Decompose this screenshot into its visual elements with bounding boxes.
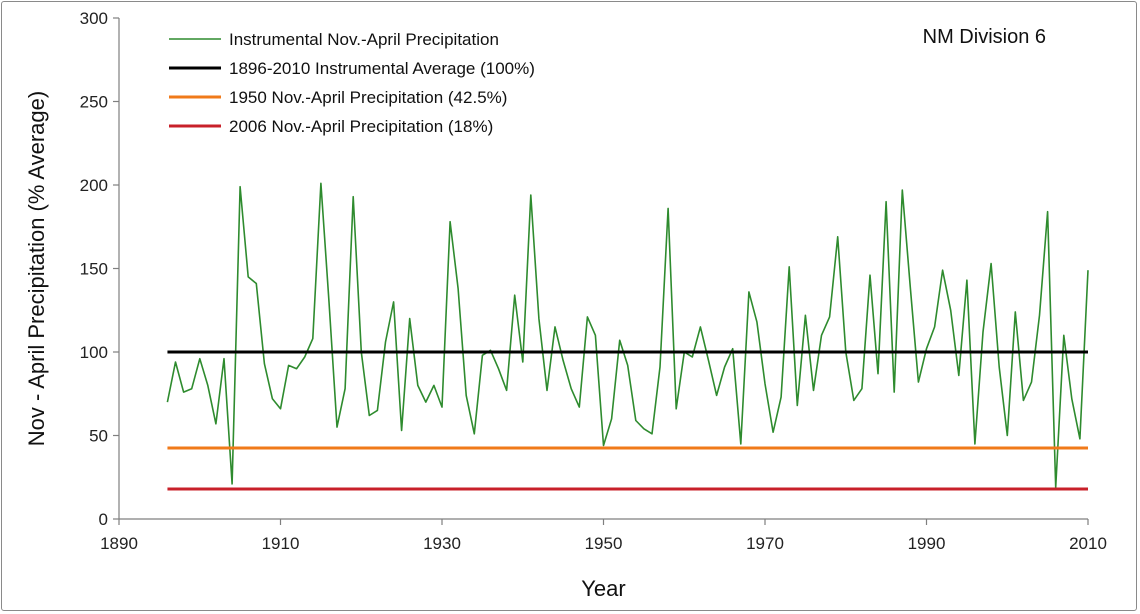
y-tick-label: 150 (80, 260, 108, 279)
x-tick-label: 1990 (908, 534, 946, 553)
ticks-layer: 0 50 100 150 200 250 300 1890 1910 1930 1950 1970 19… (80, 9, 1107, 553)
series-line-0 (166, 182, 1089, 489)
y-axis-title: Nov - April Precipitation (% Average) (24, 91, 49, 446)
legend-entry: Instrumental Nov.-April Precipitation (229, 30, 499, 49)
y-tick-label: 50 (89, 427, 108, 446)
legend-entry: 1896-2010 Instrumental Average (100%) (229, 59, 535, 78)
chart-annotation: NM Division 6 (923, 26, 1046, 48)
y-tick-label: 200 (80, 176, 108, 195)
legend-entry: 2006 Nov.-April Precipitation (18%) (229, 117, 493, 136)
x-tick-label: 1930 (423, 534, 461, 553)
x-tick-label: 1890 (100, 534, 138, 553)
y-tick-label: 250 (80, 93, 108, 112)
x-axis-title: Year (581, 576, 625, 601)
y-tick-label: 100 (80, 343, 108, 362)
legend-entry: 1950 Nov.-April Precipitation (42.5%) (229, 88, 507, 107)
series-layer (166, 182, 1089, 491)
x-tick-label: 1970 (746, 534, 784, 553)
legend: Instrumental Nov.-April Precipitation 189… (169, 30, 535, 136)
x-tick-label: 2010 (1069, 534, 1107, 553)
x-tick-label: 1910 (262, 534, 300, 553)
y-tick-label: 300 (80, 9, 108, 28)
x-tick-label: 1950 (585, 534, 623, 553)
y-tick-label: 0 (99, 510, 108, 529)
